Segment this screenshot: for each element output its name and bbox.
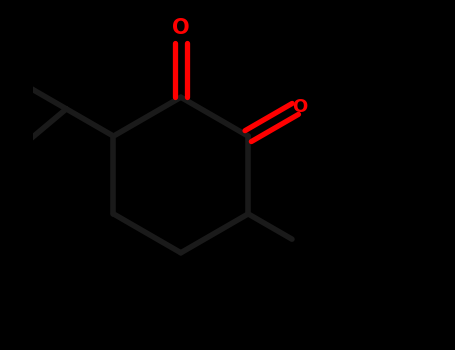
Text: O: O: [292, 98, 307, 116]
Text: O: O: [172, 18, 190, 38]
